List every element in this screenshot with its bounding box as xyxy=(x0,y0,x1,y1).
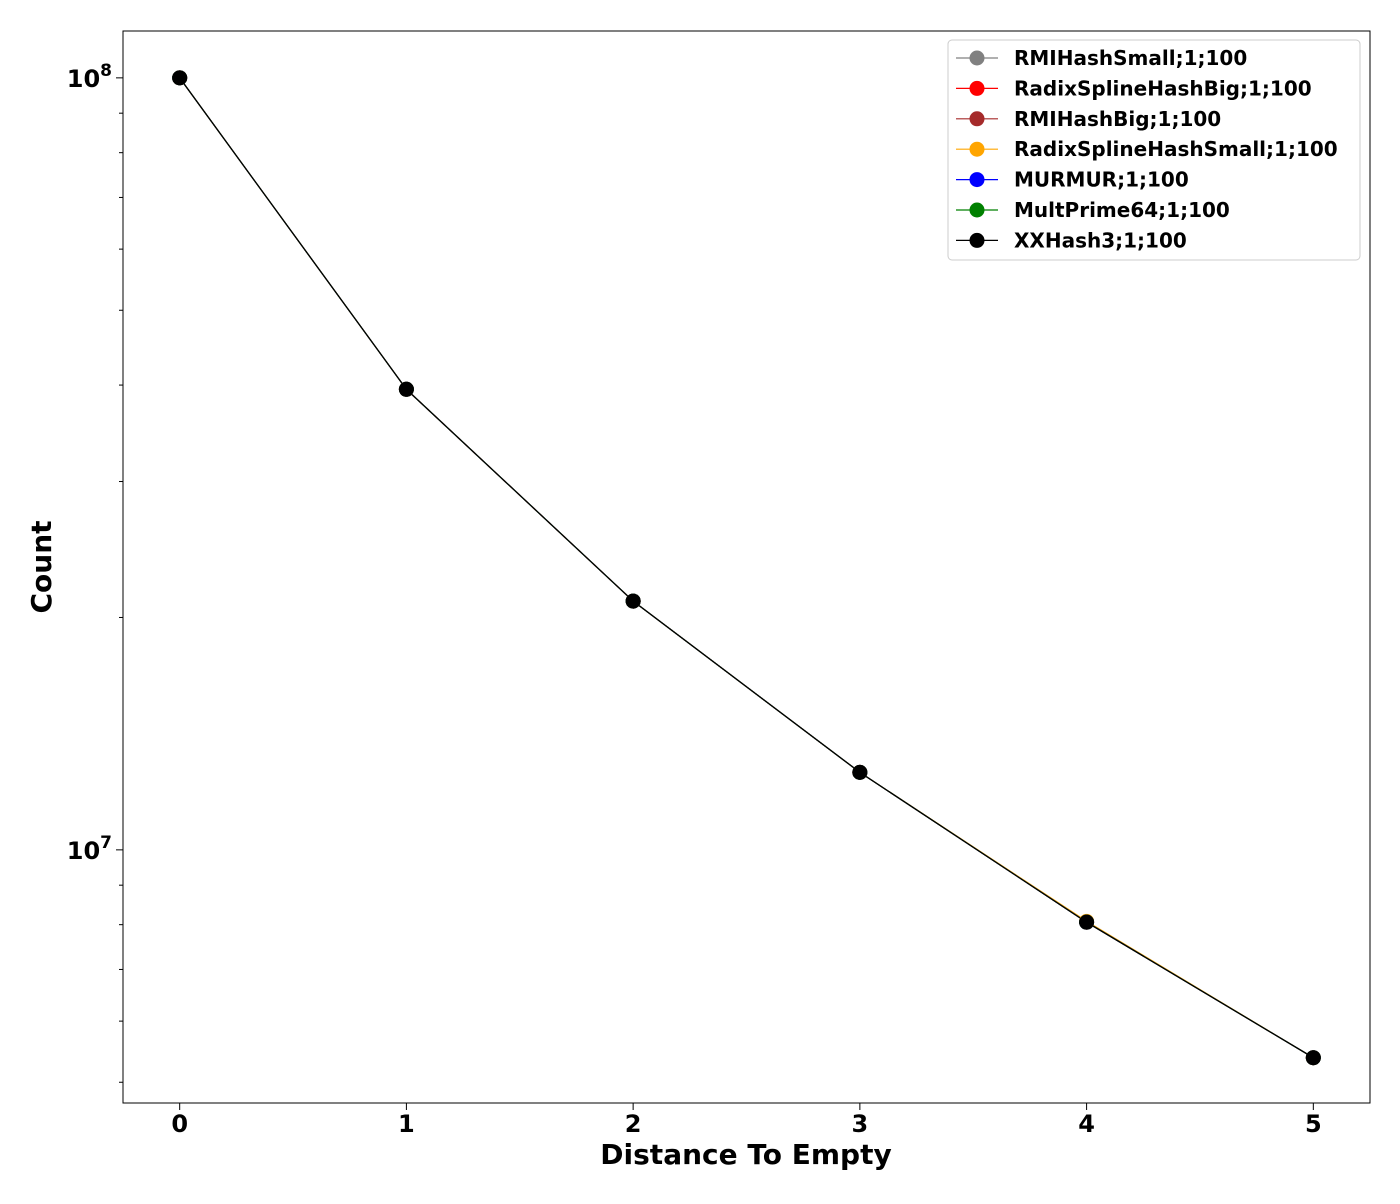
y-tick-base: 10 xyxy=(67,837,100,865)
x-tick-label: 0 xyxy=(171,1110,188,1138)
legend-label: RadixSplineHashBig;1;100 xyxy=(1014,76,1312,100)
legend-marker xyxy=(969,80,985,96)
y-tick-exponent: 7 xyxy=(100,833,112,853)
legend-marker xyxy=(969,111,985,127)
x-tick-label: 1 xyxy=(398,1110,415,1138)
legend: RMIHashSmall;1;100 RadixSplineHashBig;1;1… xyxy=(947,39,1361,261)
legend-label: MultPrime64;1;100 xyxy=(1014,198,1230,222)
legend-label: RMIHashSmall;1;100 xyxy=(1014,46,1247,70)
data-point xyxy=(172,70,188,86)
legend-marker xyxy=(969,202,985,218)
plot-frame xyxy=(122,30,1371,1104)
data-point xyxy=(1305,1050,1321,1066)
x-tick-label: 4 xyxy=(1078,1110,1095,1138)
y-tick-exponent: 8 xyxy=(100,61,112,81)
data-point xyxy=(625,593,641,609)
series-lines xyxy=(179,77,1314,1059)
series-points xyxy=(172,70,1321,1066)
legend-label: RMIHashBig;1;100 xyxy=(1014,107,1221,131)
series-line xyxy=(179,77,1314,1059)
legend-box xyxy=(947,39,1361,261)
y-axis-label: Count xyxy=(25,520,58,613)
y-minor-ticks xyxy=(119,112,123,1083)
y-tick-base: 10 xyxy=(67,65,100,93)
data-point xyxy=(1079,914,1095,930)
legend-marker xyxy=(969,141,985,157)
y-tick-label: 107 xyxy=(67,833,112,865)
x-tick-label: 2 xyxy=(625,1110,642,1138)
legend-marker xyxy=(969,172,985,188)
x-axis: 0 1 2 3 4 5 xyxy=(171,1103,1322,1138)
legend-marker xyxy=(969,232,985,248)
legend-marker xyxy=(969,50,985,66)
x-axis-label: Distance To Empty xyxy=(600,1138,891,1171)
legend-label: MURMUR;1;100 xyxy=(1014,168,1189,192)
legend-label: XXHash3;1;100 xyxy=(1014,228,1187,252)
x-tick-label: 3 xyxy=(852,1110,869,1138)
legend-label: RadixSplineHashSmall;1;100 xyxy=(1014,137,1338,161)
data-point xyxy=(398,381,414,397)
x-tick-label: 5 xyxy=(1305,1110,1322,1138)
data-point xyxy=(852,764,868,780)
y-tick-label: 108 xyxy=(67,61,112,93)
